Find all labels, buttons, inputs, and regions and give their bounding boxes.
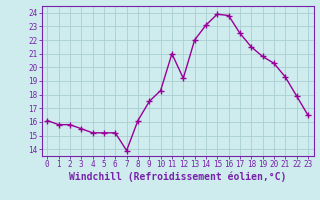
X-axis label: Windchill (Refroidissement éolien,°C): Windchill (Refroidissement éolien,°C) xyxy=(69,172,286,182)
